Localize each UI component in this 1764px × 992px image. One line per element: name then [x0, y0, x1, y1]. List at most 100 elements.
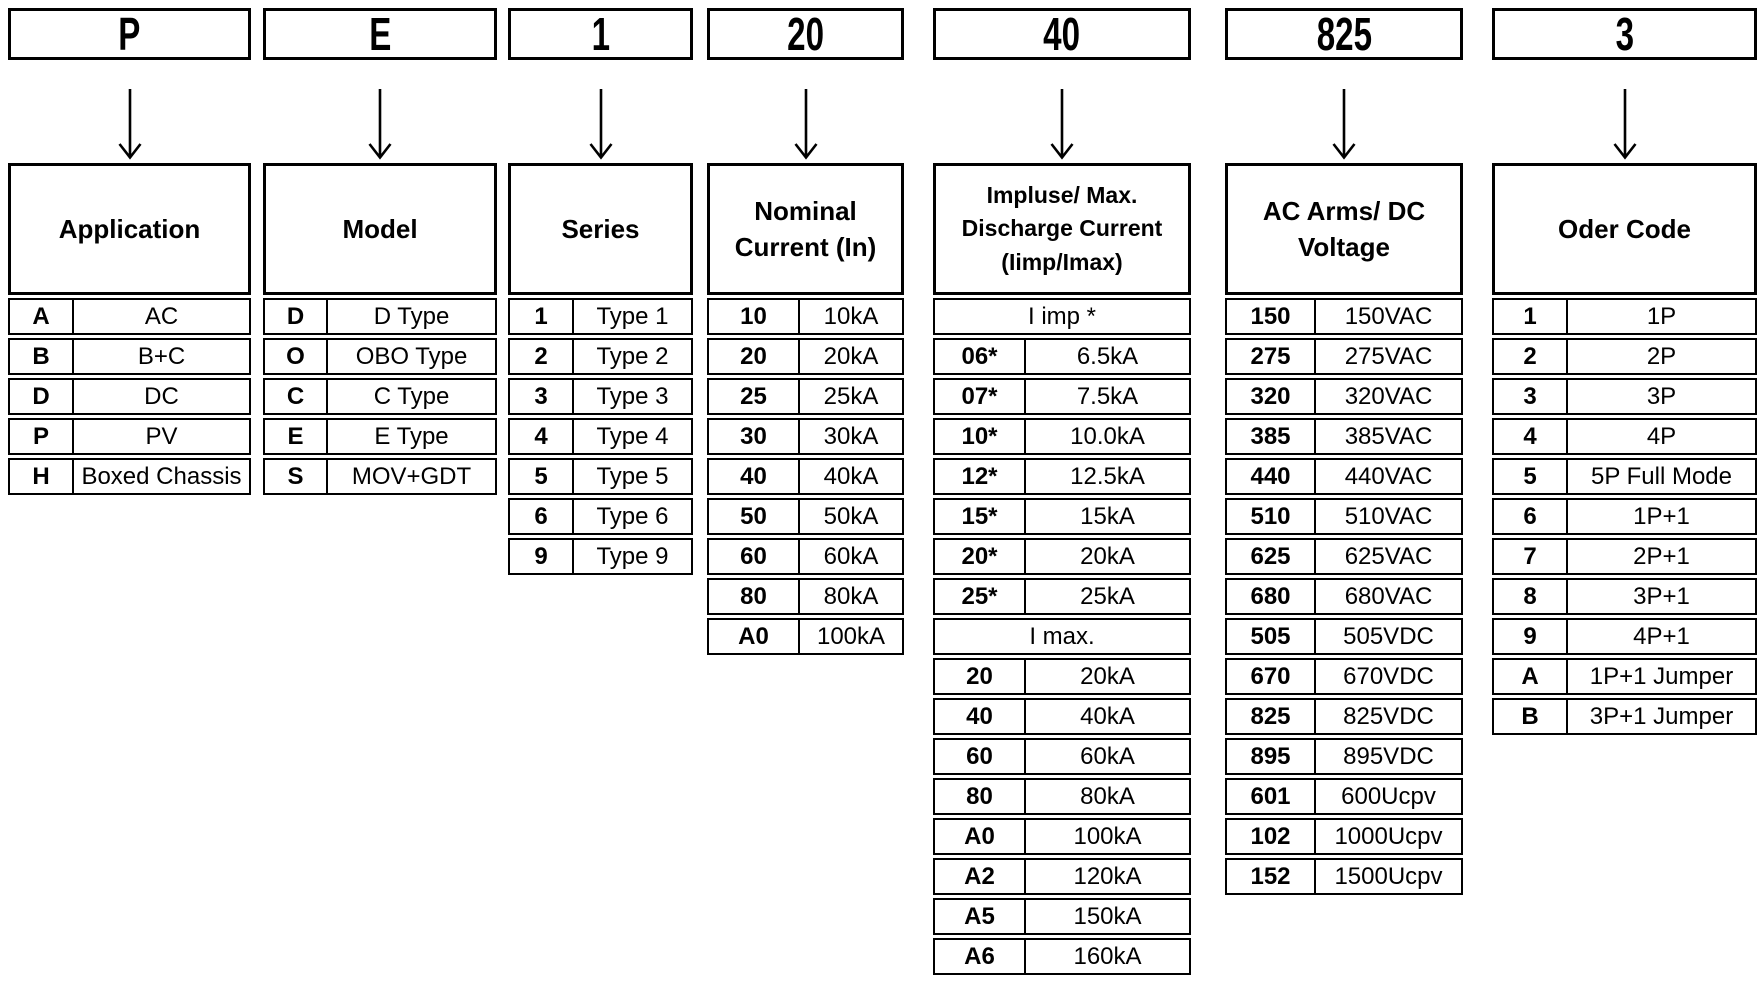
row-code-cell: 20 [709, 340, 800, 373]
row-value-cell: 510VAC [1344, 502, 1433, 530]
table-row: B 3P+1 Jumper [1492, 698, 1757, 735]
table-row: 4 4P [1492, 418, 1757, 455]
row-value-cell: 505VDC [1343, 622, 1434, 650]
row-value-cell: 25kA [1080, 582, 1135, 610]
row-value-cell: Type 6 [596, 502, 669, 530]
row-code-cell: 9 [510, 540, 574, 573]
row-code-cell: A2 [935, 860, 1026, 893]
table-row: 1 Type 1 [508, 298, 693, 335]
table-row: O OBO Type [263, 338, 497, 375]
row-value-cell: 20kA [1080, 662, 1135, 690]
row-code-cell: B [10, 340, 74, 373]
row-code-cell: H [10, 460, 74, 493]
down-arrow-icon [1492, 60, 1757, 163]
row-code-cell: 6 [1494, 500, 1568, 533]
row-value-cell: 100kA [1073, 822, 1142, 850]
series-code-text: 1 [591, 8, 610, 60]
row-value-cell: 1000Ucpv [1334, 822, 1443, 850]
row-value-cell: 10.0kA [1070, 422, 1145, 450]
table-row: 80 80kA [933, 778, 1191, 815]
row-value-cell: 1P [1646, 302, 1677, 330]
row-code-cell: 4 [1494, 420, 1568, 453]
column-nominal-current: 20 Nominal Current (In) 10 10kA 20 20kA 25… [707, 8, 904, 655]
table-row: A0 100kA [707, 618, 904, 655]
row-code-cell: 3 [510, 380, 574, 413]
row-value-cell: 1P+1 Jumper [1589, 662, 1734, 690]
row-value-cell: Type 4 [596, 422, 669, 450]
row-code-cell: 1 [1494, 300, 1568, 333]
row-value-cell: 320VAC [1344, 382, 1433, 410]
row-value-cell: 1500Ucpv [1334, 862, 1443, 890]
table-row: 6 1P+1 [1492, 498, 1757, 535]
table-row: 320 320VAC [1225, 378, 1463, 415]
row-code-cell: 2 [510, 340, 574, 373]
row-value-cell: 275VAC [1344, 342, 1433, 370]
row-code-cell: 275 [1227, 340, 1316, 373]
table-row: 8 3P+1 [1492, 578, 1757, 615]
row-code-cell: 40 [709, 460, 800, 493]
row-value-cell: 15kA [1080, 502, 1135, 530]
row-value-cell: 895VDC [1343, 742, 1434, 770]
row-code-cell: A0 [709, 620, 800, 653]
row-value-cell: E Type [374, 422, 449, 450]
row-code-cell: 5 [510, 460, 574, 493]
iimp-subheader-row: I imp * [933, 298, 1191, 335]
table-row: 670 670VDC [1225, 658, 1463, 695]
row-code-cell: 102 [1227, 820, 1316, 853]
row-code-cell: A [1494, 660, 1568, 693]
row-code-cell: B [1494, 700, 1568, 733]
row-code-cell: 2 [1494, 340, 1568, 373]
row-value-cell: 6.5kA [1076, 342, 1139, 370]
row-code-cell: 625 [1227, 540, 1316, 573]
table-row: 30 30kA [707, 418, 904, 455]
nominal-current-table: Nominal Current (In) 10 10kA 20 20kA 25 25k… [707, 163, 904, 655]
row-value-cell: 5P Full Mode [1591, 462, 1732, 490]
table-row: 3 Type 3 [508, 378, 693, 415]
row-code-cell: 25 [709, 380, 800, 413]
row-value-cell: 25kA [823, 382, 879, 410]
row-code-cell: 30 [709, 420, 800, 453]
row-value-cell: C Type [373, 382, 450, 410]
row-value-cell: 150VAC [1344, 302, 1433, 330]
table-row: 20* 20kA [933, 538, 1191, 575]
row-code-cell: S [265, 460, 328, 493]
row-code-cell: 7 [1494, 540, 1568, 573]
model-table-title: Model [263, 163, 497, 295]
row-code-cell: 15* [935, 500, 1026, 533]
row-code-cell: 385 [1227, 420, 1316, 453]
row-code-cell: A0 [935, 820, 1026, 853]
table-row: 440 440VAC [1225, 458, 1463, 495]
table-row: 385 385VAC [1225, 418, 1463, 455]
row-code-cell: D [265, 300, 328, 333]
table-row: 510 510VAC [1225, 498, 1463, 535]
row-code-cell: 80 [709, 580, 800, 613]
row-value-cell: 60kA [1080, 742, 1135, 770]
row-value-cell: Type 5 [596, 462, 669, 490]
row-code-cell: 06* [935, 340, 1026, 373]
row-value-cell: Type 3 [596, 382, 669, 410]
table-row: 12* 12.5kA [933, 458, 1191, 495]
row-value-cell: 3P+1 [1633, 582, 1690, 610]
discharge-current-code-text: 40 [1043, 8, 1081, 60]
row-code-cell: 152 [1227, 860, 1316, 893]
row-value-cell: 4P [1646, 422, 1677, 450]
table-row: 6 Type 6 [508, 498, 693, 535]
table-row: A5 150kA [933, 898, 1191, 935]
row-value-cell: OBO Type [355, 342, 468, 370]
row-value-cell: 825VDC [1343, 702, 1434, 730]
voltage-code-box: 825 [1225, 8, 1463, 60]
table-row: 601 600Ucpv [1225, 778, 1463, 815]
row-value-cell: 40kA [1080, 702, 1135, 730]
row-code-cell: 8 [1494, 580, 1568, 613]
row-value-cell: 670VDC [1343, 662, 1434, 690]
row-code-cell: 60 [935, 740, 1026, 773]
series-table-title: Series [508, 163, 693, 295]
table-row: 40 40kA [933, 698, 1191, 735]
row-value-cell: 385VAC [1344, 422, 1433, 450]
row-code-cell: D [10, 380, 74, 413]
row-value-cell: 440VAC [1344, 462, 1433, 490]
row-code-cell: 6 [510, 500, 574, 533]
row-code-cell: A5 [935, 900, 1026, 933]
row-code-cell: 07* [935, 380, 1026, 413]
